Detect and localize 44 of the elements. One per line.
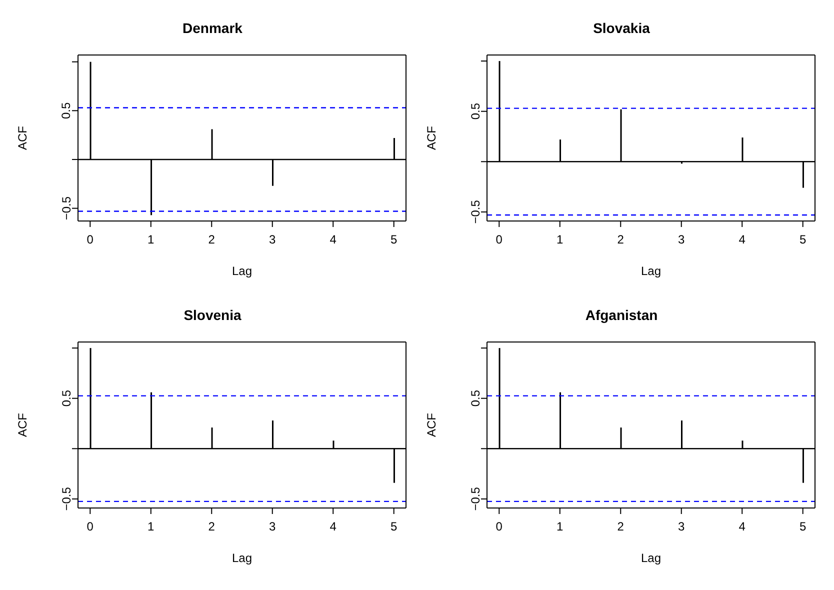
x-tick-label: 3 (678, 232, 686, 247)
x-tick-label: 4 (738, 232, 746, 247)
x-tick-label: 2 (617, 232, 624, 247)
x-axis-title: Lag (640, 551, 662, 565)
x-tick-label: 5 (800, 520, 807, 534)
chart-title: Denmark (182, 19, 244, 38)
y-tick-label: −0.5 (468, 200, 482, 224)
x-tick-label: 1 (148, 232, 155, 247)
y-axis-title: ACF (15, 126, 30, 150)
x-axis-title: Lag (232, 264, 252, 278)
x-tick-label: 3 (269, 232, 276, 247)
x-tick-label: 0 (86, 520, 94, 534)
y-axis-title: ACF (424, 126, 438, 150)
y-tick-label: −0.5 (468, 486, 482, 511)
x-tick-label: 3 (678, 520, 686, 534)
y-tick-label: 0.5 (468, 102, 482, 120)
y-tick-label: −0.5 (59, 196, 74, 220)
x-tick-label: 4 (330, 232, 337, 247)
x-axis-title: Lag (640, 264, 662, 278)
x-tick-label: 5 (390, 520, 398, 534)
x-tick-label: 3 (269, 520, 276, 534)
x-tick-label: 2 (208, 232, 216, 247)
chart-title: Afganistan (584, 306, 659, 325)
y-tick-label: −0.5 (59, 486, 74, 511)
x-tick-label: 1 (556, 232, 564, 247)
x-tick-label: 5 (800, 232, 807, 247)
y-tick-label: 0.5 (59, 102, 74, 120)
x-tick-label: 2 (617, 520, 624, 534)
x-tick-label: 0 (496, 520, 503, 534)
x-tick-label: 4 (738, 520, 746, 534)
y-tick-label: 0.5 (468, 390, 482, 407)
x-tick-label: 1 (556, 520, 564, 534)
y-tick-label: 0.5 (59, 390, 74, 407)
x-tick-label: 2 (208, 520, 216, 534)
x-tick-label: 4 (330, 520, 337, 534)
chart-title: Slovenia (182, 306, 242, 325)
x-tick-label: 0 (86, 232, 94, 247)
x-tick-label: 1 (148, 520, 155, 534)
x-axis-title: Lag (232, 551, 252, 565)
x-tick-label: 5 (390, 232, 398, 247)
chart-title: Slovakia (592, 19, 651, 38)
y-axis-title: ACF (15, 413, 30, 437)
x-tick-label: 0 (496, 232, 503, 247)
y-axis-title: ACF (424, 413, 438, 437)
